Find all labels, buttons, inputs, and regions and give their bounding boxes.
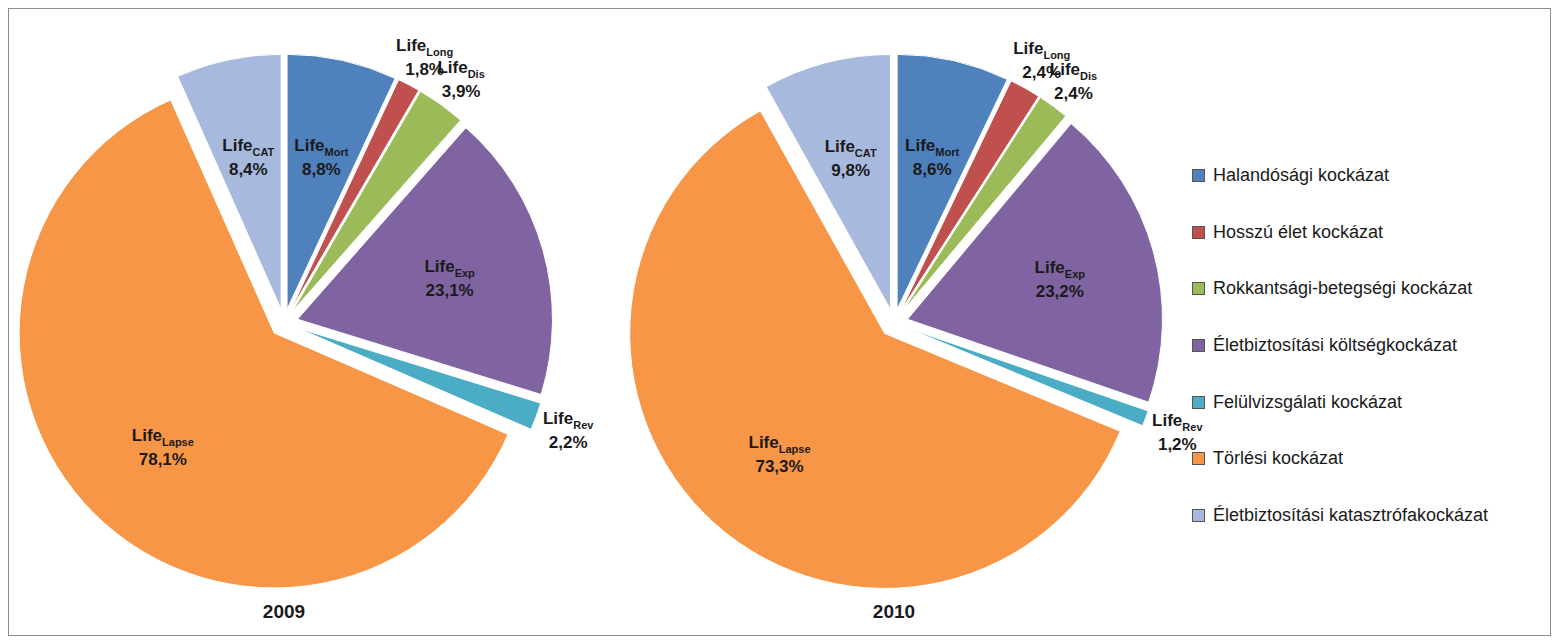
html-text:Felülvizsgálati kockázat: Felülvizsgálati kockázat xyxy=(1213,391,1403,412)
svg-text:LifeLapse: LifeLapse xyxy=(132,426,194,448)
svg-text:23,2%: 23,2% xyxy=(1036,282,1084,301)
svg-text:2,2%: 2,2% xyxy=(549,433,588,452)
svg-text:LifeLong: LifeLong xyxy=(1013,39,1070,61)
svg-text:3,9%: 3,9% xyxy=(442,82,481,101)
html-text:2009: 2009 xyxy=(262,601,306,622)
svg-text:2,4%: 2,4% xyxy=(1022,63,1062,83)
svg-text:73,3%: 73,3% xyxy=(755,457,803,476)
svg-text:LifeMort: LifeMort xyxy=(294,136,348,158)
html-text:Törlési kockázat: Törlési kockázat xyxy=(1213,448,1343,469)
svg-text:LifeCAT: LifeCAT xyxy=(222,136,274,158)
svg-text:LifeRev: LifeRev xyxy=(543,409,594,431)
svg-text:LifeExp: LifeExp xyxy=(424,257,475,279)
svg-text:LifeLong: LifeLong xyxy=(396,36,453,58)
svg-text:LifeCAT: LifeCAT xyxy=(825,137,877,159)
svg-text:78,1%: 78,1% xyxy=(139,450,187,469)
svg-text:LifeRev: LifeRev xyxy=(1152,411,1203,433)
svg-text:LifeMort: LifeMort xyxy=(905,136,959,158)
html-text:Életbiztosítási költségkockáza: Életbiztosítási költségkockázat xyxy=(1213,334,1458,355)
svg-text:1,2%: 1,2% xyxy=(1158,435,1197,454)
html-text:Halandósági kockázat: Halandósági kockázat xyxy=(1213,164,1390,185)
svg-text:8,6%: 8,6% xyxy=(913,160,952,179)
svg-text:2,4%: 2,4% xyxy=(1054,84,1093,103)
svg-text:LifeDis: LifeDis xyxy=(1050,60,1097,82)
svg-text:23,1%: 23,1% xyxy=(426,281,474,300)
html-text:Rokkantsági-betegségi kockázat: Rokkantsági-betegségi kockázat xyxy=(1213,278,1473,299)
svg-text:LifeDis: LifeDis xyxy=(437,58,484,80)
html-text:Hosszú élet kockázat: Hosszú élet kockázat xyxy=(1213,221,1384,242)
svg-text:LifeLapse: LifeLapse xyxy=(749,433,811,455)
html-text:2010: 2010 xyxy=(872,601,916,622)
svg-text:8,4%: 8,4% xyxy=(229,160,268,179)
html-text:Életbiztosítási katasztrófakoc: Életbiztosítási katasztrófakockázat xyxy=(1213,505,1489,525)
svg-text:LifeExp: LifeExp xyxy=(1035,258,1086,280)
svg-text:9,8%: 9,8% xyxy=(831,161,870,180)
svg-text:8,8%: 8,8% xyxy=(302,160,341,179)
svg-text:1,8%: 1,8% xyxy=(405,59,444,79)
